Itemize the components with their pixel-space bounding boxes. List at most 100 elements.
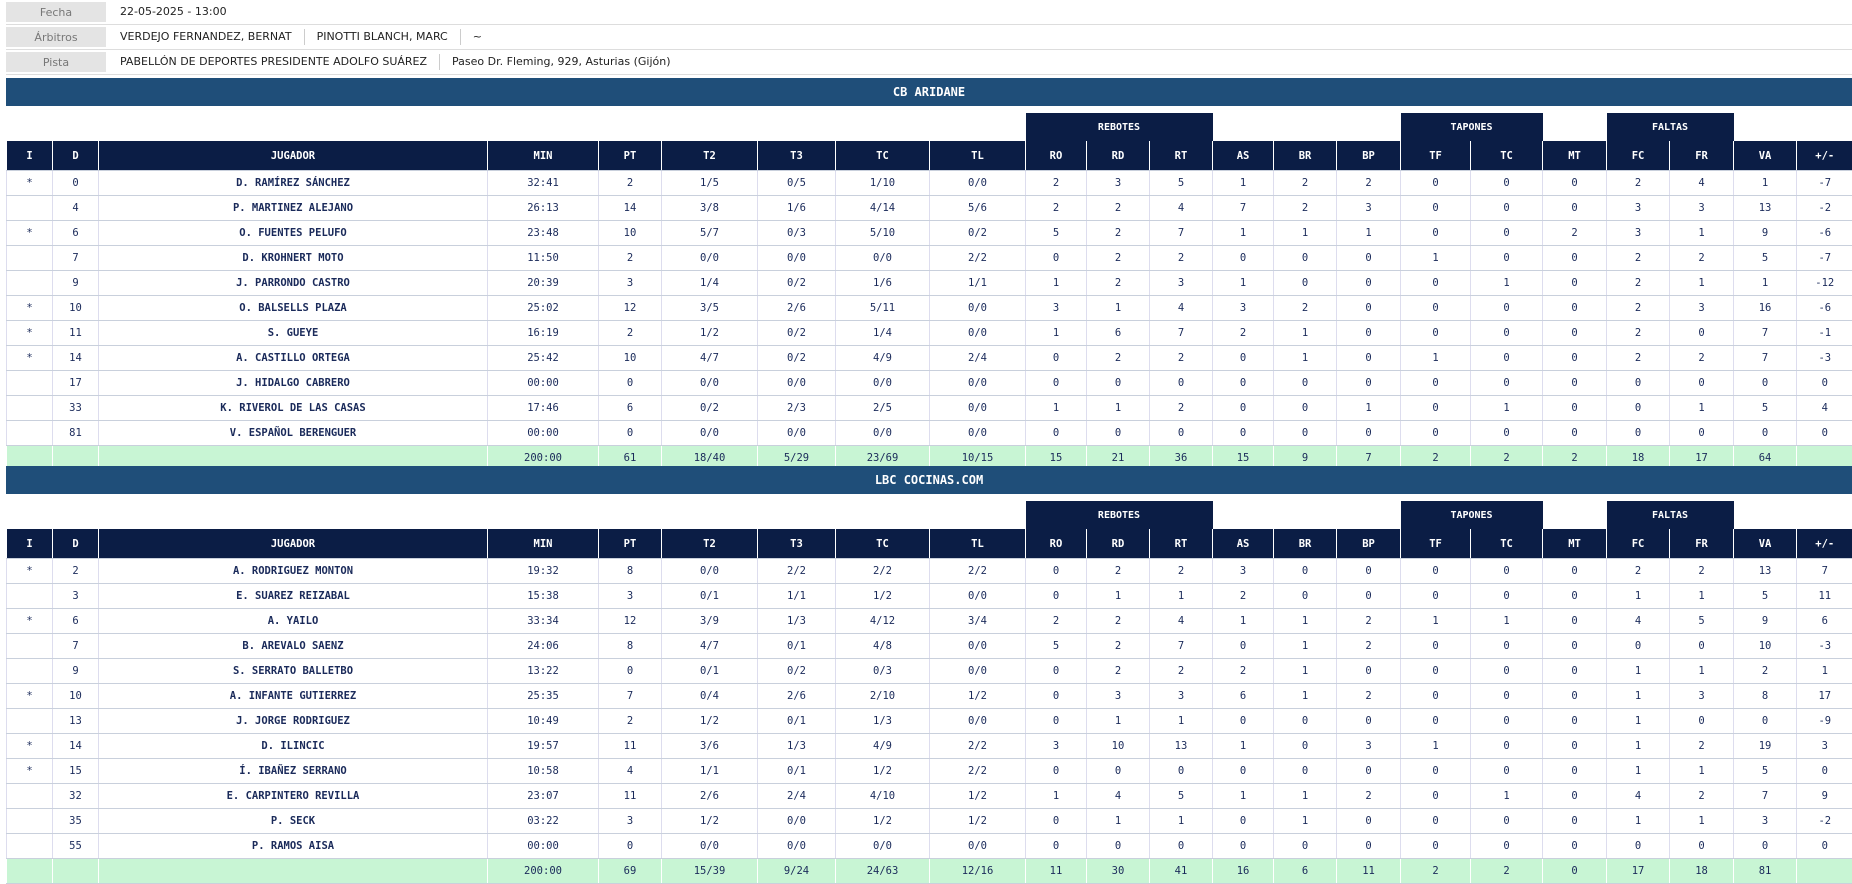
stat-cell: 1 xyxy=(1274,809,1337,834)
group-spacer xyxy=(662,501,758,529)
stat-cell: 1 xyxy=(1607,709,1670,734)
stat-cell: 3 xyxy=(1150,684,1213,709)
stat-cell: 0 xyxy=(1670,634,1734,659)
group-spacer xyxy=(488,501,599,529)
stat-cell: 0 xyxy=(1471,759,1543,784)
stat-cell: 1 xyxy=(1670,396,1734,421)
stat-cell: 0 xyxy=(1471,559,1543,584)
totals-spacer xyxy=(7,859,53,884)
stat-cell: 0 xyxy=(1401,584,1471,609)
stat-cell: 0 xyxy=(1274,834,1337,859)
stat-cell: 23:48 xyxy=(488,221,599,246)
column-header: RO xyxy=(1026,529,1087,559)
stat-cell: 1 xyxy=(1274,659,1337,684)
stat-cell: 0 xyxy=(1274,759,1337,784)
stat-cell: 4 xyxy=(1670,171,1734,196)
stat-cell: 10 xyxy=(599,346,662,371)
stat-cell: 0 xyxy=(1274,709,1337,734)
stat-cell: 1/4 xyxy=(836,321,930,346)
stat-cell: 0/0 xyxy=(930,371,1026,396)
group-spacer xyxy=(1213,113,1274,141)
stat-cell: 2/2 xyxy=(930,559,1026,584)
group-header: FALTAS xyxy=(1607,501,1734,529)
stat-cell: 0 xyxy=(1026,584,1087,609)
stat-cell: 03:22 xyxy=(488,809,599,834)
stat-cell: 3 xyxy=(1150,271,1213,296)
stat-cell: 2 xyxy=(1607,559,1670,584)
stat-cell: 0 xyxy=(1401,421,1471,446)
stat-cell: 8 xyxy=(599,559,662,584)
stat-cell: 0/1 xyxy=(758,709,836,734)
column-header: RT xyxy=(1150,529,1213,559)
stat-cell: 3/4 xyxy=(930,609,1026,634)
group-spacer xyxy=(599,113,662,141)
stat-cell: 1 xyxy=(1734,171,1797,196)
stat-cell: 0 xyxy=(1087,371,1150,396)
stat-cell: 3 xyxy=(599,809,662,834)
stat-cell: 3/5 xyxy=(662,296,758,321)
stat-cell: 0 xyxy=(1797,371,1852,396)
stat-cell: 0 xyxy=(1471,221,1543,246)
info-value: PABELLÓN DE DEPORTES PRESIDENTE ADOLFO S… xyxy=(120,54,440,70)
stat-cell: 3 xyxy=(1213,296,1274,321)
stat-cell: -2 xyxy=(1797,196,1852,221)
stat-cell: 12 xyxy=(599,609,662,634)
stat-cell: 00:00 xyxy=(488,371,599,396)
stat-cell: * xyxy=(7,321,53,346)
stat-cell: * xyxy=(7,346,53,371)
stat-cell: 0 xyxy=(1401,196,1471,221)
stat-cell xyxy=(7,396,53,421)
stat-cell: 1/6 xyxy=(836,271,930,296)
player-name: D. ILINCIC xyxy=(99,734,488,759)
stat-cell: 0 xyxy=(1026,371,1087,396)
stat-cell: * xyxy=(7,221,53,246)
column-header: RD xyxy=(1087,141,1150,171)
stat-cell: 2 xyxy=(1087,271,1150,296)
stat-cell: 0/0 xyxy=(758,246,836,271)
stat-cell: 1 xyxy=(1797,659,1852,684)
stat-cell: 2 xyxy=(1607,271,1670,296)
group-spacer xyxy=(1274,501,1337,529)
column-header: MIN xyxy=(488,529,599,559)
stat-cell: 3/9 xyxy=(662,609,758,634)
stat-cell: 1 xyxy=(1213,171,1274,196)
stat-cell: 0 xyxy=(1401,659,1471,684)
stat-cell: 1 xyxy=(1026,271,1087,296)
stat-cell: 1/2 xyxy=(662,709,758,734)
stat-cell: 0 xyxy=(1026,659,1087,684)
stat-cell: 0 xyxy=(1607,634,1670,659)
stat-cell: 0/1 xyxy=(758,634,836,659)
stat-cell: 0 xyxy=(1087,421,1150,446)
group-spacer xyxy=(1543,113,1607,141)
stat-cell: 0/0 xyxy=(930,634,1026,659)
stat-cell: 2 xyxy=(599,321,662,346)
group-spacer xyxy=(1337,113,1401,141)
stat-cell: 1 xyxy=(1213,221,1274,246)
stat-cell: 0 xyxy=(1337,809,1401,834)
total-cell: 81 xyxy=(1734,859,1797,884)
stat-cell: 3/6 xyxy=(662,734,758,759)
total-cell: 200:00 xyxy=(488,859,599,884)
stat-cell: 1 xyxy=(1213,784,1274,809)
stat-cell: 10 xyxy=(599,221,662,246)
stat-cell: 0 xyxy=(1026,346,1087,371)
stat-cell: 0/0 xyxy=(930,421,1026,446)
stat-cell: 1/2 xyxy=(662,809,758,834)
column-header: BP xyxy=(1337,529,1401,559)
group-spacer xyxy=(1213,501,1274,529)
stat-cell: 0 xyxy=(1471,346,1543,371)
stat-cell: 0 xyxy=(1026,759,1087,784)
stat-cell: 7 xyxy=(1734,784,1797,809)
stat-cell: 0 xyxy=(1543,659,1607,684)
stat-cell: 26:13 xyxy=(488,196,599,221)
